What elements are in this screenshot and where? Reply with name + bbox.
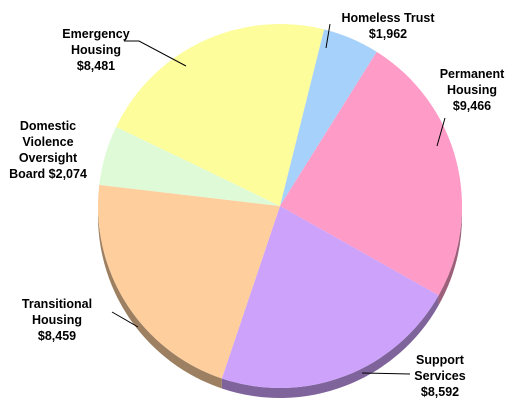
pie-slice-transitional-housing [98, 184, 280, 379]
leader-homeless-trust [325, 23, 331, 49]
svg-text:$1,962: $1,962 [369, 27, 407, 41]
label-support-services: Support Services $8,592 [414, 353, 465, 399]
svg-text:$8,459: $8,459 [38, 329, 76, 343]
svg-text:Services: Services [414, 369, 465, 383]
leader-emergency-housing [124, 40, 187, 67]
svg-text:Housing: Housing [447, 83, 497, 97]
label-homeless-trust: Homeless Trust $1,962 [341, 11, 435, 41]
pie-edge-permanent-housing [438, 206, 462, 306]
svg-text:Homeless Trust: Homeless Trust [341, 11, 435, 25]
label-permanent-housing: Permanent Housing $9,466 [440, 67, 505, 113]
svg-text:Housing: Housing [32, 313, 82, 327]
svg-text:Emergency: Emergency [62, 27, 129, 41]
svg-text:Violence: Violence [22, 135, 73, 149]
svg-text:Transitional: Transitional [22, 297, 92, 311]
leader-transitional-housing [111, 311, 139, 328]
pie-slice-emergency-housing [116, 24, 325, 207]
pie-depth-edge [98, 206, 462, 398]
pie-edge-support-services [221, 295, 439, 398]
svg-text:Permanent: Permanent [440, 67, 505, 81]
pie-slices [98, 24, 463, 388]
svg-text:Oversight: Oversight [19, 151, 78, 165]
svg-text:$9,466: $9,466 [453, 99, 491, 113]
pie-edge-transitional-housing [98, 206, 222, 389]
svg-text:Support: Support [416, 353, 465, 367]
leader-permanent-housing [436, 117, 446, 147]
svg-text:$8,481: $8,481 [77, 59, 115, 73]
label-domestic-violence: Domestic Violence Oversight Board $2,074 [9, 119, 87, 181]
pie-slice-support-services [221, 206, 439, 388]
svg-text:$8,592: $8,592 [421, 385, 459, 399]
pie-slice-permanent-housing [280, 51, 463, 296]
svg-text:Board $2,074: Board $2,074 [9, 167, 87, 181]
svg-text:Domestic: Domestic [20, 119, 76, 133]
label-emergency-housing: Emergency Housing $8,481 [62, 27, 129, 73]
leader-support-services [361, 372, 411, 375]
pie-slice-homeless-trust [280, 29, 377, 207]
pie-slice-domestic-violence-oversight-board [99, 126, 281, 206]
svg-text:Housing: Housing [71, 43, 121, 57]
label-transitional-housing: Transitional Housing $8,459 [22, 297, 92, 343]
